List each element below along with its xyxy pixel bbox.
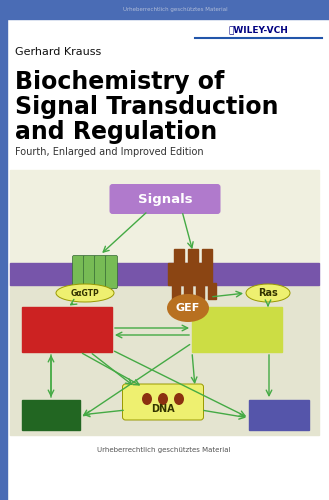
- FancyBboxPatch shape: [72, 256, 85, 288]
- Bar: [10, 170, 319, 263]
- Bar: [22, 400, 80, 430]
- Bar: [184, 283, 192, 299]
- Bar: [174, 249, 184, 263]
- Ellipse shape: [246, 284, 290, 302]
- Text: Gerhard Krauss: Gerhard Krauss: [15, 47, 101, 57]
- Text: Signal Transduction: Signal Transduction: [15, 95, 279, 119]
- Bar: [208, 283, 216, 299]
- Text: Signals: Signals: [138, 192, 192, 205]
- Text: Urheberrechtlich geschütztes Material: Urheberrechtlich geschütztes Material: [123, 8, 227, 12]
- Ellipse shape: [167, 294, 209, 322]
- Text: Biochemistry of: Biochemistry of: [15, 70, 224, 94]
- FancyBboxPatch shape: [84, 256, 95, 288]
- Ellipse shape: [158, 393, 168, 405]
- Ellipse shape: [56, 284, 114, 302]
- Bar: [22, 307, 112, 352]
- FancyBboxPatch shape: [110, 184, 220, 214]
- Text: DNA: DNA: [151, 404, 175, 414]
- Bar: [0, 0, 7, 500]
- Bar: [10, 170, 319, 435]
- FancyBboxPatch shape: [122, 384, 204, 420]
- Bar: [172, 283, 180, 299]
- Bar: [10, 285, 319, 435]
- Text: and Regulation: and Regulation: [15, 120, 217, 144]
- Bar: [202, 249, 212, 263]
- Text: GEF: GEF: [176, 303, 200, 313]
- Text: Fourth, Enlarged and Improved Edition: Fourth, Enlarged and Improved Edition: [15, 147, 204, 157]
- Text: GαGTP: GαGTP: [71, 288, 99, 298]
- Text: ⓇWILEY-VCH: ⓇWILEY-VCH: [228, 26, 288, 35]
- Bar: [249, 400, 309, 430]
- Ellipse shape: [142, 393, 152, 405]
- FancyBboxPatch shape: [94, 256, 107, 288]
- Text: Ras: Ras: [258, 288, 278, 298]
- FancyBboxPatch shape: [106, 256, 117, 288]
- Bar: [10, 263, 319, 285]
- Text: Urheberrechtlich geschütztes Material: Urheberrechtlich geschütztes Material: [97, 447, 231, 453]
- Bar: [192, 307, 282, 352]
- Bar: [188, 249, 198, 263]
- Bar: [168, 263, 212, 285]
- Ellipse shape: [174, 393, 184, 405]
- Bar: [0, 0, 329, 19]
- Bar: [196, 283, 204, 299]
